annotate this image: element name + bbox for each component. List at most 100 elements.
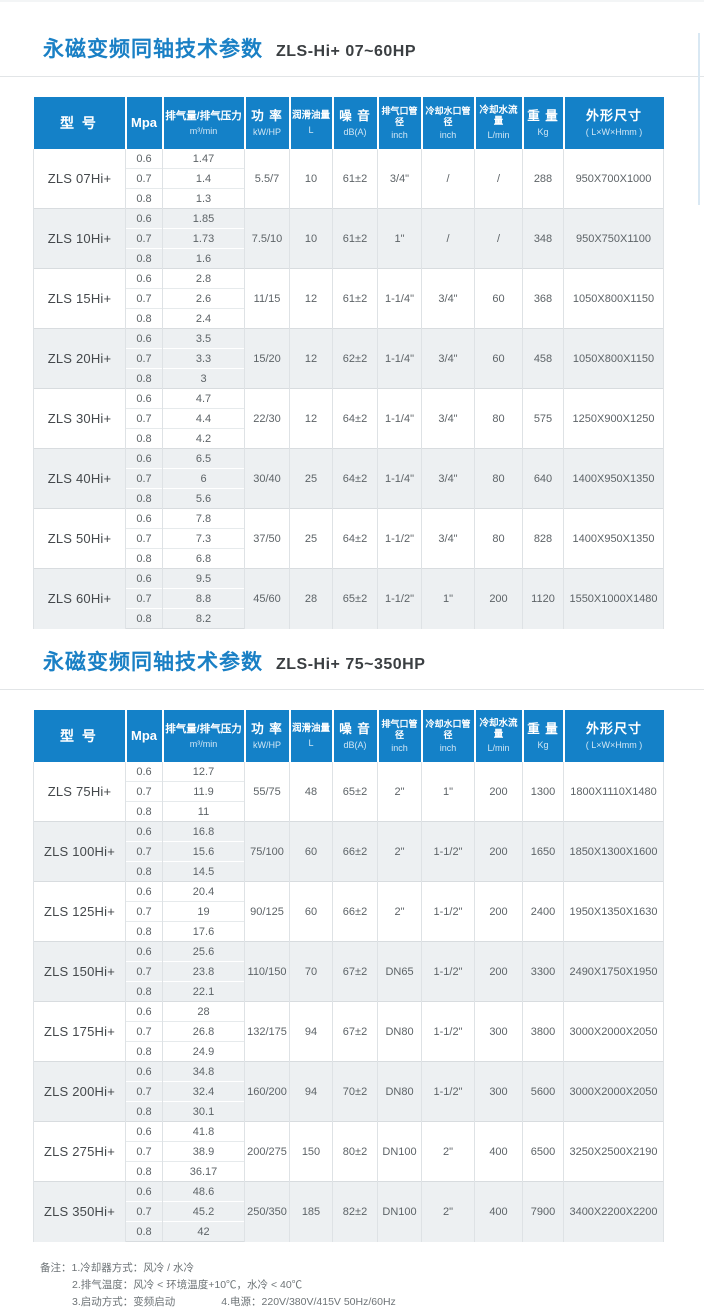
pressure-cell: 0.8 — [125, 368, 163, 389]
model-cell: ZLS 30Hi+ — [33, 388, 126, 449]
spec-table-body: ZLS 75Hi+ 0.6 12.7 55/75 48 65±2 2" 1" 200 1300 18… — [33, 762, 664, 1242]
column-header-label: 排气口管径 — [381, 719, 418, 740]
flow-cell: 5.6 — [162, 488, 245, 509]
spec-cell: 200 — [474, 762, 523, 822]
section-75-350hp: 永磁变频同轴技术参数 ZLS-Hi+ 75~350HP 型 号 Mpa 排气量/排气… — [0, 649, 704, 1242]
spec-cell: 3/4" — [421, 328, 475, 389]
spec-cell: 94 — [289, 1061, 333, 1122]
pressure-cell: 0.8 — [125, 308, 163, 329]
column-header-label: 冷却水口管径 — [425, 719, 471, 740]
spec-cell: 200 — [474, 568, 523, 629]
table-row: 0.8 6.8 — [34, 548, 664, 569]
flow-cell: 4.4 — [162, 408, 245, 429]
column-header-label: 润滑油量 — [291, 110, 330, 122]
table-row: ZLS 275Hi+ 0.6 41.8 200/275 150 80±2 DN100 2" 40… — [33, 1121, 664, 1182]
column-header-label: 润滑油量 — [291, 723, 330, 735]
table-row: 0.8 1.3 — [34, 188, 664, 209]
spec-cell: 200 — [474, 881, 523, 942]
table-row: 0.8 3 — [34, 368, 664, 389]
table-row: 0.7 1.4 — [34, 168, 664, 189]
flow-cell: 15.6 — [162, 841, 245, 862]
spec-cell: 1" — [377, 208, 422, 269]
column-header: 排气量/排气压力 m³/min — [161, 710, 245, 762]
spec-cell: 1400X950X1350 — [563, 448, 664, 509]
pressure-cell: 0.8 — [125, 188, 163, 209]
pressure-cell: 0.6 — [125, 388, 163, 409]
column-header-label: 排气口管径 — [381, 106, 418, 127]
flow-cell: 41.8 — [162, 1121, 245, 1142]
spec-cell: 12 — [289, 268, 333, 329]
column-header-label: 冷却水口管径 — [425, 106, 471, 127]
column-header-unit: inch — [391, 742, 408, 753]
spec-table-75-350hp: 型 号 Mpa 排气量/排气压力 m³/min 功 率 kW/HP 润滑油量 L 噪 音 dB(A… — [33, 710, 664, 1242]
spec-cell: 2400 — [522, 881, 564, 942]
flow-cell: 1.47 — [162, 149, 245, 169]
table-row: 0.8 24.9 — [34, 1041, 664, 1062]
column-header-label: Mpa — [131, 114, 157, 130]
spec-cell: 368 — [522, 268, 564, 329]
note-exhaust-temp: 2.排气温度：风冷 < 环境温度+10℃，水冷 < 40℃ — [72, 1278, 303, 1291]
spec-cell: 82±2 — [332, 1181, 378, 1242]
column-header: 外形尺寸 ( L×W×Hmm ) — [562, 710, 664, 762]
table-row: ZLS 200Hi+ 0.6 34.8 160/200 94 70±2 DN80 1-1/2"… — [33, 1061, 664, 1122]
model-cell: ZLS 350Hi+ — [33, 1181, 126, 1242]
table-row: 0.7 4.4 — [34, 408, 664, 429]
table-row: 0.8 30.1 — [34, 1101, 664, 1122]
flow-cell: 7.3 — [162, 528, 245, 549]
pressure-cell: 0.7 — [125, 168, 163, 189]
spec-cell: 61±2 — [332, 208, 378, 269]
column-header-unit: dB(A) — [343, 126, 367, 137]
spec-cell: 3000X2000X2050 — [563, 1061, 664, 1122]
spec-table-07-60hp: 型 号 Mpa 排气量/排气压力 m³/min 功 率 kW/HP 润滑油量 L 噪 音 dB(A… — [33, 97, 664, 629]
spec-cell: 3/4" — [377, 149, 422, 209]
column-header-label: 外形尺寸 — [585, 721, 642, 737]
spec-cell: 200 — [474, 941, 523, 1002]
spec-cell: 1-1/2" — [421, 821, 475, 882]
spec-cell: / — [474, 208, 523, 269]
table-row: 0.7 7.3 — [34, 528, 664, 549]
flow-cell: 4.7 — [162, 388, 245, 409]
spec-cell: 60 — [289, 881, 333, 942]
pressure-cell: 0.7 — [125, 781, 163, 802]
spec-cell: 2" — [377, 762, 422, 822]
column-header: 排气口管径 inch — [376, 97, 422, 149]
spec-cell: 7900 — [522, 1181, 564, 1242]
flow-cell: 32.4 — [162, 1081, 245, 1102]
spec-cell: 67±2 — [332, 941, 378, 1002]
spec-cell: 288 — [522, 149, 564, 209]
spec-cell: 2" — [421, 1121, 475, 1182]
spec-cell: 950X750X1100 — [563, 208, 664, 269]
pressure-cell: 0.8 — [125, 1161, 163, 1182]
spec-cell: 1-1/4" — [377, 268, 422, 329]
flow-cell: 8.2 — [162, 608, 245, 629]
column-header-unit: m³/min — [189, 738, 218, 749]
section-title-range: ZLS-Hi+ 75~350HP — [276, 656, 426, 673]
pressure-cell: 0.8 — [125, 1221, 163, 1242]
flow-cell: 38.9 — [162, 1141, 245, 1162]
table-row: 0.8 42 — [34, 1221, 664, 1242]
column-header-unit: ( L×W×Hmm ) — [585, 739, 643, 750]
column-header: 冷却水流量 L/min — [473, 710, 523, 762]
pressure-cell: 0.8 — [125, 428, 163, 449]
pressure-cell: 0.7 — [125, 1201, 163, 1222]
spec-cell: DN80 — [377, 1001, 422, 1062]
column-header-unit: L — [308, 737, 314, 748]
spec-cell: 64±2 — [332, 448, 378, 509]
spec-cell: 30/40 — [244, 448, 290, 509]
column-header: Mpa — [124, 710, 163, 762]
table-row: 0.7 19 — [34, 901, 664, 922]
flow-cell: 1.4 — [162, 168, 245, 189]
spec-cell: 80 — [474, 388, 523, 449]
spec-cell: 1950X1350X1630 — [563, 881, 664, 942]
flow-cell: 11 — [162, 801, 245, 822]
spec-cell: 61±2 — [332, 149, 378, 209]
spec-cell: 1-1/4" — [377, 328, 422, 389]
flow-cell: 17.6 — [162, 921, 245, 942]
table-row: 0.8 1.6 — [34, 248, 664, 269]
section-title-row: 永磁变频同轴技术参数 ZLS-Hi+ 75~350HP — [43, 649, 704, 677]
spec-cell: 1800X1110X1480 — [563, 762, 664, 822]
flow-cell: 48.6 — [162, 1181, 245, 1202]
model-cell: ZLS 200Hi+ — [33, 1061, 126, 1122]
spec-cell: 22/30 — [244, 388, 290, 449]
